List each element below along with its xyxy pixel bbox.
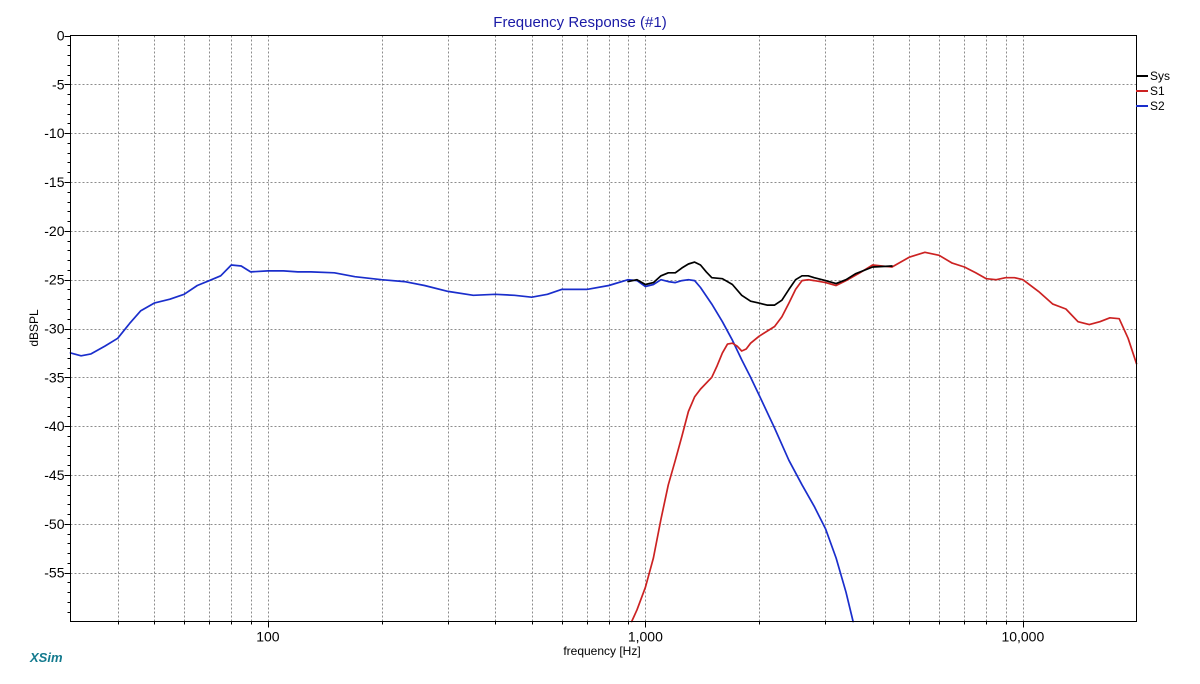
series-line-s1: [630, 251, 1138, 623]
legend-label-s1: S1: [1150, 84, 1165, 98]
x-tick-label: 100: [256, 629, 280, 645]
x-axis-title: frequency [Hz]: [563, 644, 640, 658]
xsim-logo: XSim: [29, 650, 63, 665]
series-layer: [69, 251, 1138, 623]
series-line-s2: [69, 264, 854, 623]
y-tick-label: -5: [52, 76, 65, 92]
tick-layer: [64, 36, 1024, 628]
y-tick-label: -50: [44, 516, 64, 532]
legend-label-sys: Sys: [1150, 69, 1170, 83]
grid-layer: [70, 35, 1137, 622]
x-tick-label: 10,000: [1001, 629, 1044, 645]
series-line-sys: [627, 261, 893, 306]
y-tick-label: -15: [44, 174, 64, 190]
x-tick-label: 1,000: [628, 629, 663, 645]
y-tick-label: -55: [44, 565, 64, 581]
y-tick-label: -20: [44, 223, 64, 239]
plot-frame: [70, 35, 1137, 622]
y-tick-label: -35: [44, 369, 64, 385]
y-tick-label: -25: [44, 272, 64, 288]
y-tick-label: -10: [44, 125, 64, 141]
y-tick-label: 0: [57, 28, 65, 44]
chart-title: Frequency Response (#1): [493, 14, 666, 31]
y-tick-label: -30: [44, 321, 64, 337]
label-layer: 0 -5 -10 -15 -20 -25 -30 -35 -40 -45 -50 -55 100 1,00…: [44, 28, 1044, 645]
y-tick-label: -40: [44, 418, 64, 434]
y-tick-label: -45: [44, 467, 64, 483]
y-axis-title: dBSPL: [27, 309, 41, 347]
legend-label-s2: S2: [1150, 99, 1165, 113]
